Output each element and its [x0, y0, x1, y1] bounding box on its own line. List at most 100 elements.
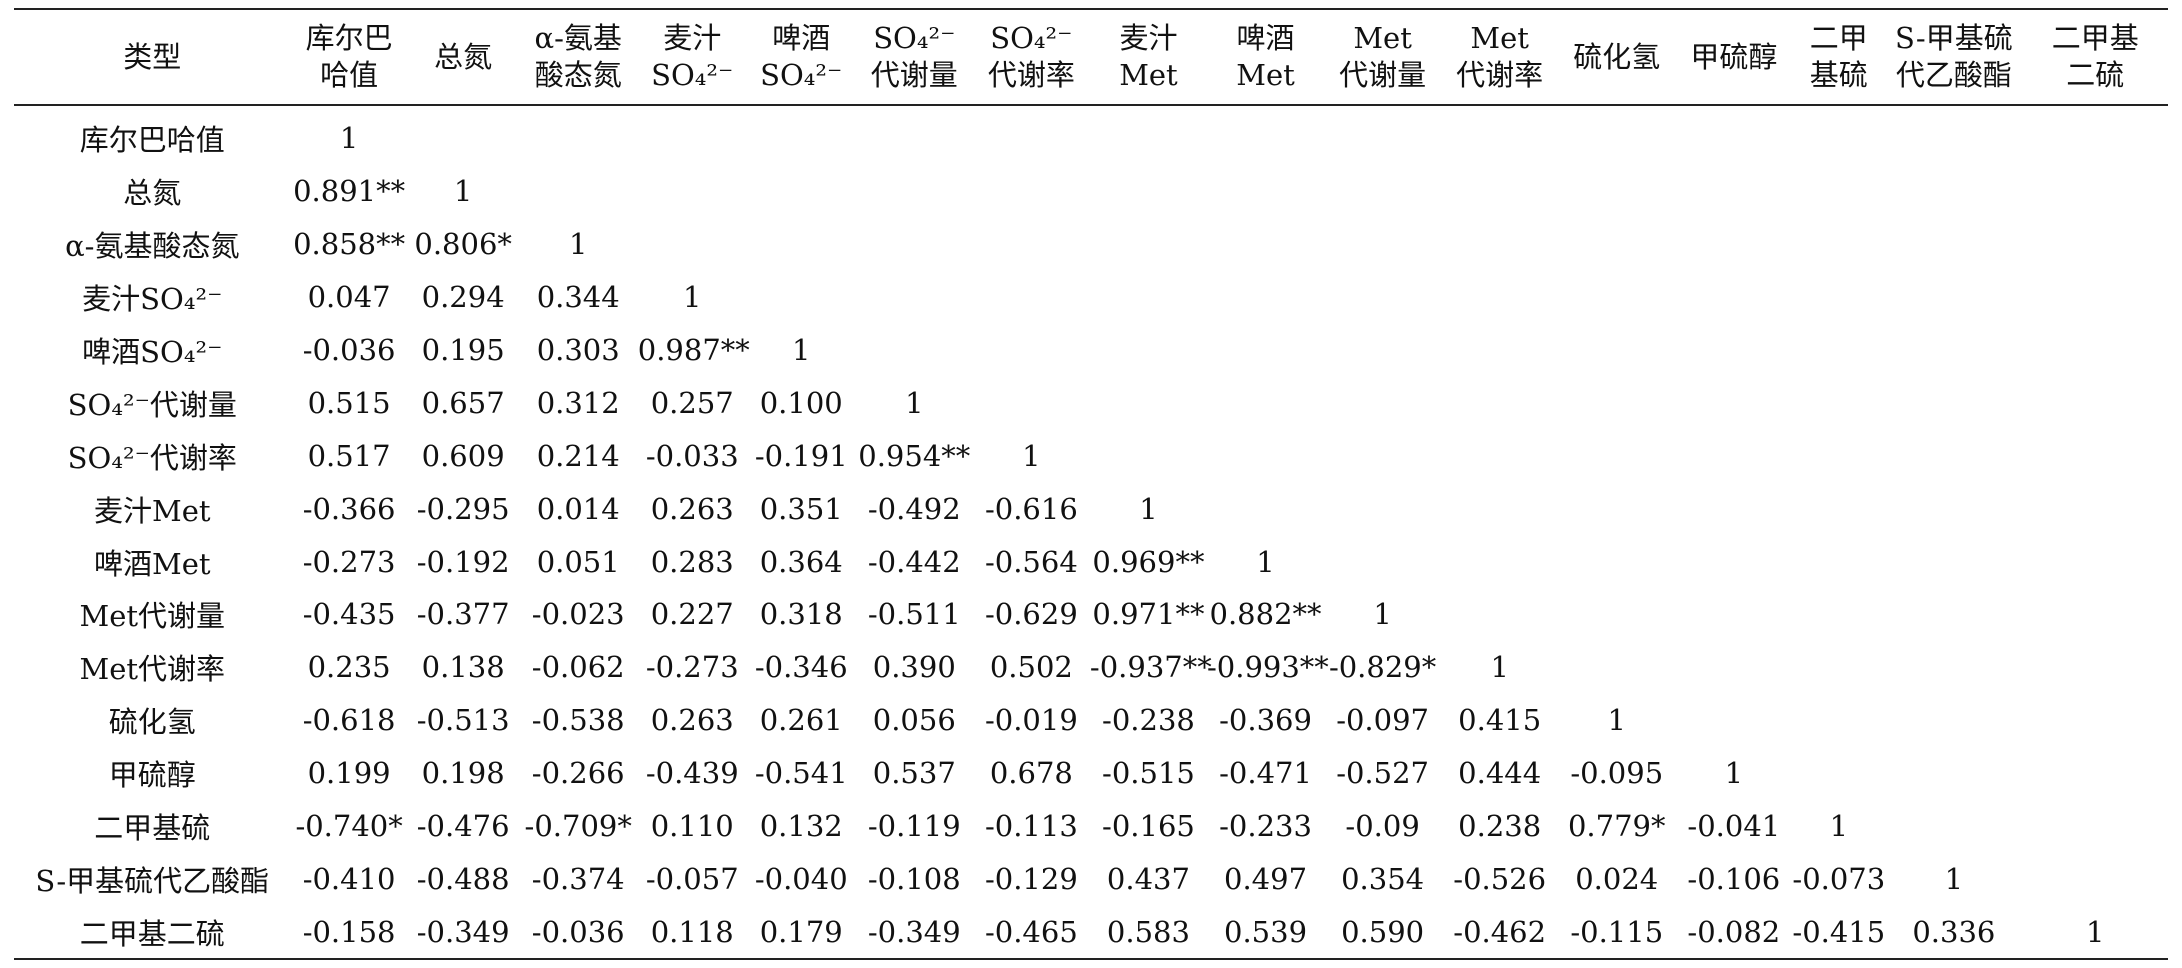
empty-cell	[1441, 376, 1558, 429]
correlation-cell: -0.019	[984, 703, 1078, 738]
empty-cell	[1207, 429, 1324, 482]
correlation-cell: 0.779*	[1567, 809, 1666, 844]
row-label: 库尔巴哈值	[79, 123, 225, 158]
empty-cell	[1090, 271, 1207, 324]
correlation-cell: 0.294	[421, 280, 505, 315]
empty-cell	[519, 165, 638, 218]
empty-cell	[1792, 218, 1885, 271]
table-row: S-甲基硫代乙酸酯 -0.410 -0.488 -0.374 -0.057 -0.040-…	[14, 852, 2168, 905]
empty-cell	[1885, 218, 2022, 271]
correlation-cell: -0.488	[416, 861, 510, 896]
column-header-line: S-甲基硫	[1895, 21, 2013, 55]
empty-cell	[1792, 324, 1885, 377]
empty-cell	[1090, 429, 1207, 482]
empty-cell	[1792, 641, 1885, 694]
table-row: SO₄²⁻代谢量 0.515 0.657 0.312 0.257 0.100 1	[14, 376, 2168, 429]
row-label: 甲硫醇	[108, 758, 196, 793]
correlation-cell: -0.036	[531, 914, 625, 949]
empty-cell	[1885, 800, 2022, 853]
empty-cell	[856, 165, 973, 218]
empty-cell	[638, 218, 747, 271]
empty-cell	[1558, 482, 1675, 535]
correlation-cell: 0.047	[307, 280, 391, 315]
correlation-cell: -0.346	[754, 650, 848, 685]
column-header-met_amt: Met 代谢量	[1324, 9, 1441, 105]
empty-cell	[1207, 482, 1324, 535]
correlation-cell: 0.415	[1458, 703, 1542, 738]
correlation-cell: 0.199	[307, 756, 391, 791]
correlation-cell: -0.564	[984, 544, 1078, 579]
row-label: Met代谢率	[79, 652, 226, 687]
correlation-cell: -0.158	[302, 914, 396, 949]
empty-cell	[1885, 694, 2022, 747]
correlation-cell: -0.993**	[1206, 650, 1329, 685]
column-header-line: 总氮	[434, 39, 493, 74]
row-label: 麦汁Met	[94, 493, 211, 528]
column-header-line: Met	[1119, 58, 1178, 92]
row-label: S-甲基硫代乙酸酯	[35, 863, 270, 898]
correlation-cell: 0.344	[536, 280, 620, 315]
correlation-cell: 0.537	[872, 756, 956, 791]
column-header-dms: 二甲 基硫	[1792, 9, 1885, 105]
correlation-cell: -0.106	[1687, 861, 1781, 896]
empty-cell	[2023, 376, 2169, 429]
correlation-cell: -0.266	[531, 756, 625, 791]
column-header-line: Met	[1236, 58, 1295, 92]
correlation-cell: -0.492	[867, 491, 961, 526]
correlation-cell: 0.390	[872, 650, 956, 685]
empty-cell	[1675, 271, 1792, 324]
empty-cell	[747, 105, 856, 165]
empty-cell	[1675, 482, 1792, 535]
correlation-cell: 0.238	[1458, 809, 1542, 844]
empty-cell	[973, 105, 1090, 165]
correlation-cell: 0.858**	[293, 227, 406, 262]
correlation-cell: 0.257	[650, 385, 734, 420]
correlation-cell: -0.740*	[295, 809, 403, 844]
column-header-line: 库尔巴	[305, 21, 393, 55]
empty-cell	[1792, 482, 1885, 535]
empty-cell	[1885, 105, 2022, 165]
empty-cell	[1558, 429, 1675, 482]
column-header-line: 啤酒	[772, 21, 831, 55]
correlation-cell: 0.806*	[414, 227, 512, 262]
correlation-cell: -0.476	[416, 809, 510, 844]
correlation-cell: 0.283	[650, 544, 734, 579]
empty-cell	[2023, 324, 2169, 377]
table-row: 啤酒SO₄²⁻ -0.036 0.195 0.303 0.987** 1	[14, 324, 2168, 377]
empty-cell	[1558, 324, 1675, 377]
column-header-line: 类型	[123, 39, 182, 74]
empty-cell	[1792, 588, 1885, 641]
correlation-cell: -0.538	[531, 703, 625, 738]
correlation-cell: -0.435	[302, 597, 396, 632]
empty-cell	[2023, 800, 2169, 853]
correlation-cell: 0.590	[1341, 914, 1425, 949]
empty-cell	[856, 218, 973, 271]
correlation-cell: 1	[2086, 914, 2105, 949]
correlation-cell: 0.138	[421, 650, 505, 685]
row-label: 二甲基二硫	[79, 916, 225, 951]
correlation-cell: 0.609	[421, 438, 505, 473]
column-header-tn: 总氮	[408, 9, 519, 105]
correlation-cell: 0.100	[759, 385, 843, 420]
correlation-cell: 1	[1724, 756, 1744, 791]
column-header-line: 硫化氢	[1573, 39, 1661, 74]
empty-cell	[1441, 271, 1558, 324]
correlation-cell: 1	[1607, 703, 1626, 738]
empty-cell	[1090, 165, 1207, 218]
column-header-beer_so4: 啤酒 SO₄²⁻	[747, 9, 856, 105]
correlation-cell: 0.539	[1224, 914, 1308, 949]
empty-cell	[1324, 218, 1441, 271]
column-header-dmds: 二甲基 二硫	[2023, 9, 2169, 105]
column-header-line: 麦汁	[663, 21, 722, 55]
empty-cell	[1675, 429, 1792, 482]
column-header-line: 啤酒	[1236, 21, 1295, 55]
correlation-cell: -0.410	[302, 861, 396, 896]
column-header-line: 代谢量	[870, 58, 958, 92]
correlation-cell: 0.318	[759, 597, 843, 632]
empty-cell	[1558, 535, 1675, 588]
correlation-cell: 0.987**	[637, 333, 750, 367]
correlation-cell: 0.336	[1912, 914, 1996, 949]
empty-cell	[1558, 218, 1675, 271]
column-header-line: 二甲	[1809, 21, 1868, 55]
column-header-met_rate: Met 代谢率	[1441, 9, 1558, 105]
